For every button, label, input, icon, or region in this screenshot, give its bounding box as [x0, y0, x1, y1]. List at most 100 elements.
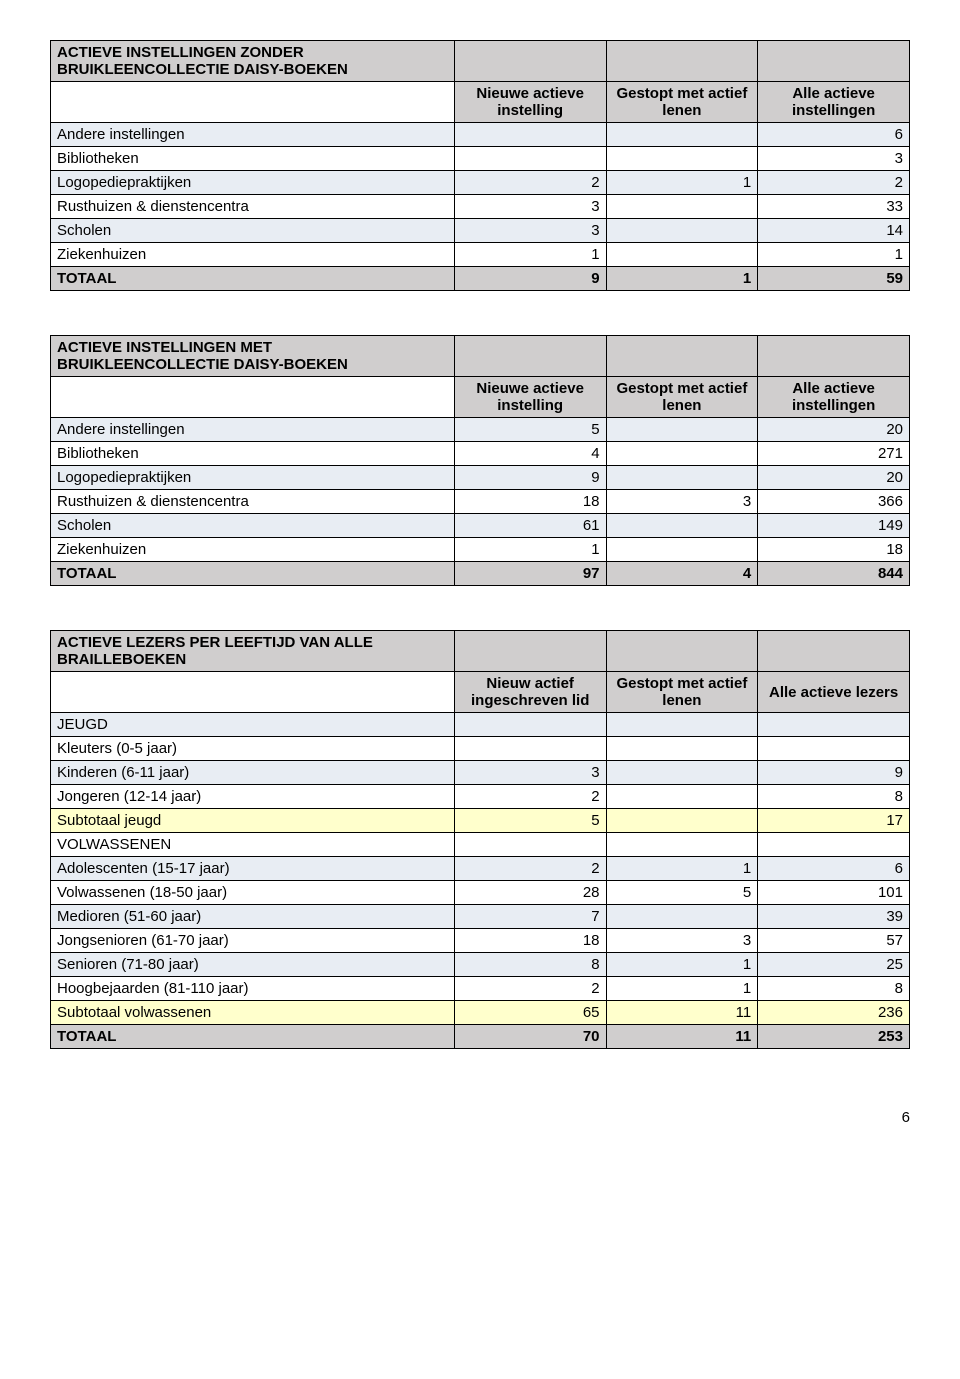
table3-title: ACTIEVE LEZERS PER LEEFTIJD VAN ALLE BRA… — [51, 631, 455, 672]
cell: 14 — [758, 219, 910, 243]
table-row: Volwassenen (18-50 jaar)285101 — [51, 881, 910, 905]
table-row: Rusthuizen & dienstencentra333 — [51, 195, 910, 219]
cell: 149 — [758, 514, 910, 538]
table-row: Andere instellingen520 — [51, 418, 910, 442]
cell: 2 — [454, 785, 606, 809]
table-row: JEUGD — [51, 713, 910, 737]
cell: 28 — [454, 881, 606, 905]
cell: 6 — [758, 123, 910, 147]
cell: 18 — [758, 538, 910, 562]
table1-title: ACTIEVE INSTELLINGEN ZONDER BRUIKLEENCOL… — [51, 41, 455, 82]
col-header: Gestopt met actief lenen — [606, 377, 758, 418]
col-header: Gestopt met actief lenen — [606, 82, 758, 123]
total-cell: 1 — [606, 267, 758, 291]
row-label: Bibliotheken — [51, 442, 455, 466]
table-row: Kinderen (6-11 jaar)3 9 — [51, 761, 910, 785]
cell: 8 — [758, 785, 910, 809]
page-number: 6 — [50, 1109, 910, 1126]
row-label: Senioren (71-80 jaar) — [51, 953, 455, 977]
row-label: Subtotaal volwassenen — [51, 1001, 455, 1025]
cell: 1 — [758, 243, 910, 267]
cell — [454, 713, 606, 737]
row-label: Jongeren (12-14 jaar) — [51, 785, 455, 809]
cell: 5 — [606, 881, 758, 905]
row-label: Kinderen (6-11 jaar) — [51, 761, 455, 785]
cell: 33 — [758, 195, 910, 219]
cell: 1 — [454, 538, 606, 562]
cell: 1 — [606, 977, 758, 1001]
table-row: Medioren (51-60 jaar)739 — [51, 905, 910, 929]
cell: 65 — [454, 1001, 606, 1025]
total-cell: 844 — [758, 562, 910, 586]
cell — [606, 713, 758, 737]
cell — [606, 195, 758, 219]
table-row: Logopediepraktijken212 — [51, 171, 910, 195]
row-label: Rusthuizen & dienstencentra — [51, 490, 455, 514]
total-cell: 253 — [758, 1025, 910, 1049]
cell: 9 — [758, 761, 910, 785]
cell: 8 — [454, 953, 606, 977]
cell: 20 — [758, 466, 910, 490]
cell: 1 — [606, 953, 758, 977]
total-cell: 9 — [454, 267, 606, 291]
row-label: Scholen — [51, 514, 455, 538]
cell — [454, 833, 606, 857]
cell — [758, 713, 910, 737]
cell: 2 — [758, 171, 910, 195]
table-row: Ziekenhuizen11 — [51, 243, 910, 267]
col-header: Nieuw actief ingeschreven lid — [454, 672, 606, 713]
cell — [758, 833, 910, 857]
cell: 3 — [454, 195, 606, 219]
cell: 5 — [454, 809, 606, 833]
row-label: Ziekenhuizen — [51, 538, 455, 562]
row-label: Kleuters (0-5 jaar) — [51, 737, 455, 761]
cell — [606, 466, 758, 490]
table-row: Bibliotheken4271 — [51, 442, 910, 466]
cell: 8 — [758, 977, 910, 1001]
cell: 1 — [606, 171, 758, 195]
cell: 2 — [454, 171, 606, 195]
cell: 271 — [758, 442, 910, 466]
row-label: Subtotaal jeugd — [51, 809, 455, 833]
cell: 18 — [454, 490, 606, 514]
cell: 7 — [454, 905, 606, 929]
table-row: Hoogbejaarden (81-110 jaar)218 — [51, 977, 910, 1001]
table-row: Rusthuizen & dienstencentra183366 — [51, 490, 910, 514]
table-row: Subtotaal jeugd5 17 — [51, 809, 910, 833]
table-instellingen-met: ACTIEVE INSTELLINGEN MET BRUIKLEENCOLLEC… — [50, 335, 910, 586]
total-label: TOTAAL — [51, 267, 455, 291]
cell — [454, 147, 606, 171]
table-row: Kleuters (0-5 jaar) — [51, 737, 910, 761]
cell: 61 — [454, 514, 606, 538]
table-row: Senioren (71-80 jaar)8125 — [51, 953, 910, 977]
cell — [606, 219, 758, 243]
cell: 366 — [758, 490, 910, 514]
row-label: Hoogbejaarden (81-110 jaar) — [51, 977, 455, 1001]
table-row: Jongsenioren (61-70 jaar)18357 — [51, 929, 910, 953]
cell: 25 — [758, 953, 910, 977]
cell — [606, 785, 758, 809]
cell: 11 — [606, 1001, 758, 1025]
cell: 6 — [758, 857, 910, 881]
cell — [606, 123, 758, 147]
cell: 5 — [454, 418, 606, 442]
total-cell: 4 — [606, 562, 758, 586]
cell: 17 — [758, 809, 910, 833]
cell: 3 — [454, 219, 606, 243]
cell — [606, 514, 758, 538]
cell — [606, 147, 758, 171]
cell: 3 — [454, 761, 606, 785]
table-row: Scholen3 14 — [51, 219, 910, 243]
cell — [454, 123, 606, 147]
row-label: Logopediepraktijken — [51, 171, 455, 195]
cell — [606, 737, 758, 761]
row-label: Medioren (51-60 jaar) — [51, 905, 455, 929]
cell — [606, 761, 758, 785]
row-label: VOLWASSENEN — [51, 833, 455, 857]
total-cell: 11 — [606, 1025, 758, 1049]
cell — [606, 833, 758, 857]
row-label: Scholen — [51, 219, 455, 243]
col-header: Alle actieve lezers — [758, 672, 910, 713]
row-label: Adolescenten (15-17 jaar) — [51, 857, 455, 881]
cell: 3 — [606, 929, 758, 953]
